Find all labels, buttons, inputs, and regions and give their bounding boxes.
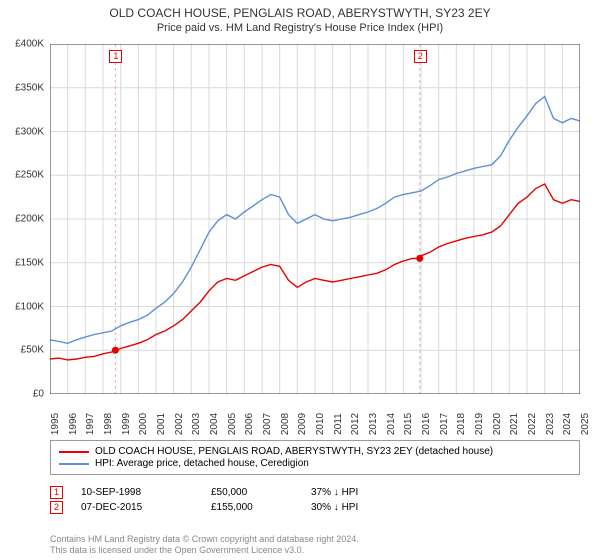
y-tick-label: £200K [15, 214, 44, 225]
legend: OLD COACH HOUSE, PENGLAIS ROAD, ABERYSTW… [50, 440, 580, 475]
x-tick-label: 2001 [156, 413, 167, 435]
sales-date: 07-DEC-2015 [81, 502, 211, 513]
legend-swatch [59, 451, 89, 453]
x-tick-label: 1998 [103, 413, 114, 435]
x-tick-label: 2010 [315, 413, 326, 435]
x-tick-label: 2009 [297, 413, 308, 435]
sales-date: 10-SEP-1998 [81, 487, 211, 498]
chart-title: OLD COACH HOUSE, PENGLAIS ROAD, ABERYSTW… [0, 6, 600, 20]
title-block: OLD COACH HOUSE, PENGLAIS ROAD, ABERYSTW… [0, 0, 600, 38]
y-tick-label: £400K [15, 39, 44, 50]
y-tick-label: £350K [15, 82, 44, 93]
y-axis: £0£50K£100K£150K£200K£250K£300K£350K£400… [0, 44, 48, 394]
footer: Contains HM Land Registry data © Crown c… [50, 534, 359, 556]
x-tick-label: 2024 [562, 413, 573, 435]
x-tick-label: 2000 [138, 413, 149, 435]
x-tick-label: 1996 [68, 413, 79, 435]
sales-table: 1 10-SEP-1998£50,00037% ↓ HPI 2 07-DEC-2015… [50, 484, 580, 516]
legend-item: OLD COACH HOUSE, PENGLAIS ROAD, ABERYSTW… [59, 446, 571, 457]
x-axis: 1995 1996 1997 1998 1999 2000 2001 2002 2003 2004… [50, 396, 580, 436]
x-tick-label: 2015 [403, 413, 414, 435]
y-tick-label: £250K [15, 170, 44, 181]
chart-subtitle: Price paid vs. HM Land Registry's House … [0, 22, 600, 34]
x-tick-label: 2002 [174, 413, 185, 435]
x-tick-label: 2017 [439, 413, 450, 435]
x-tick-label: 2022 [527, 413, 538, 435]
x-tick-label: 2006 [244, 413, 255, 435]
legend-swatch [59, 463, 89, 465]
plot-area: 12 [50, 44, 580, 394]
sales-row: 2 07-DEC-2015£155,00030% ↓ HPI [50, 501, 580, 514]
plot-svg [50, 44, 580, 394]
x-tick-label: 2011 [333, 413, 344, 435]
x-tick-label: 2012 [350, 413, 361, 435]
sale-marker-box: 1 [109, 50, 122, 63]
legend-item: HPI: Average price, detached house, Cere… [59, 458, 571, 469]
footer-line2: This data is licensed under the Open Gov… [50, 545, 359, 556]
footer-line1: Contains HM Land Registry data © Crown c… [50, 534, 359, 545]
y-tick-label: £0 [33, 389, 44, 400]
y-tick-label: £100K [15, 301, 44, 312]
legend-label: HPI: Average price, detached house, Cere… [95, 458, 309, 469]
x-tick-label: 2003 [191, 413, 202, 435]
sales-row: 1 10-SEP-1998£50,00037% ↓ HPI [50, 486, 580, 499]
x-tick-label: 1995 [50, 413, 61, 435]
chart-container: OLD COACH HOUSE, PENGLAIS ROAD, ABERYSTW… [0, 0, 600, 560]
x-tick-label: 2019 [474, 413, 485, 435]
sales-marker-icon: 1 [50, 486, 63, 499]
y-tick-label: £150K [15, 257, 44, 268]
sale-marker-box: 2 [414, 50, 427, 63]
x-tick-label: 2014 [386, 413, 397, 435]
x-tick-label: 2021 [509, 413, 520, 435]
x-tick-label: 1997 [85, 413, 96, 435]
sales-price: £155,000 [211, 502, 311, 513]
x-tick-label: 2023 [545, 413, 556, 435]
y-tick-label: £50K [21, 345, 44, 356]
y-tick-label: £300K [15, 126, 44, 137]
x-tick-label: 2020 [492, 413, 503, 435]
sales-price: £50,000 [211, 487, 311, 498]
x-tick-label: 2016 [421, 413, 432, 435]
x-tick-label: 2005 [227, 413, 238, 435]
x-tick-label: 2025 [580, 413, 591, 435]
x-tick-label: 1999 [121, 413, 132, 435]
x-tick-label: 2013 [368, 413, 379, 435]
sales-marker-icon: 2 [50, 501, 63, 514]
x-tick-label: 2007 [262, 413, 273, 435]
sales-diff: 30% ↓ HPI [311, 502, 431, 513]
x-tick-label: 2008 [280, 413, 291, 435]
sales-diff: 37% ↓ HPI [311, 487, 431, 498]
x-tick-label: 2004 [209, 413, 220, 435]
legend-label: OLD COACH HOUSE, PENGLAIS ROAD, ABERYSTW… [95, 446, 493, 457]
x-tick-label: 2018 [456, 413, 467, 435]
